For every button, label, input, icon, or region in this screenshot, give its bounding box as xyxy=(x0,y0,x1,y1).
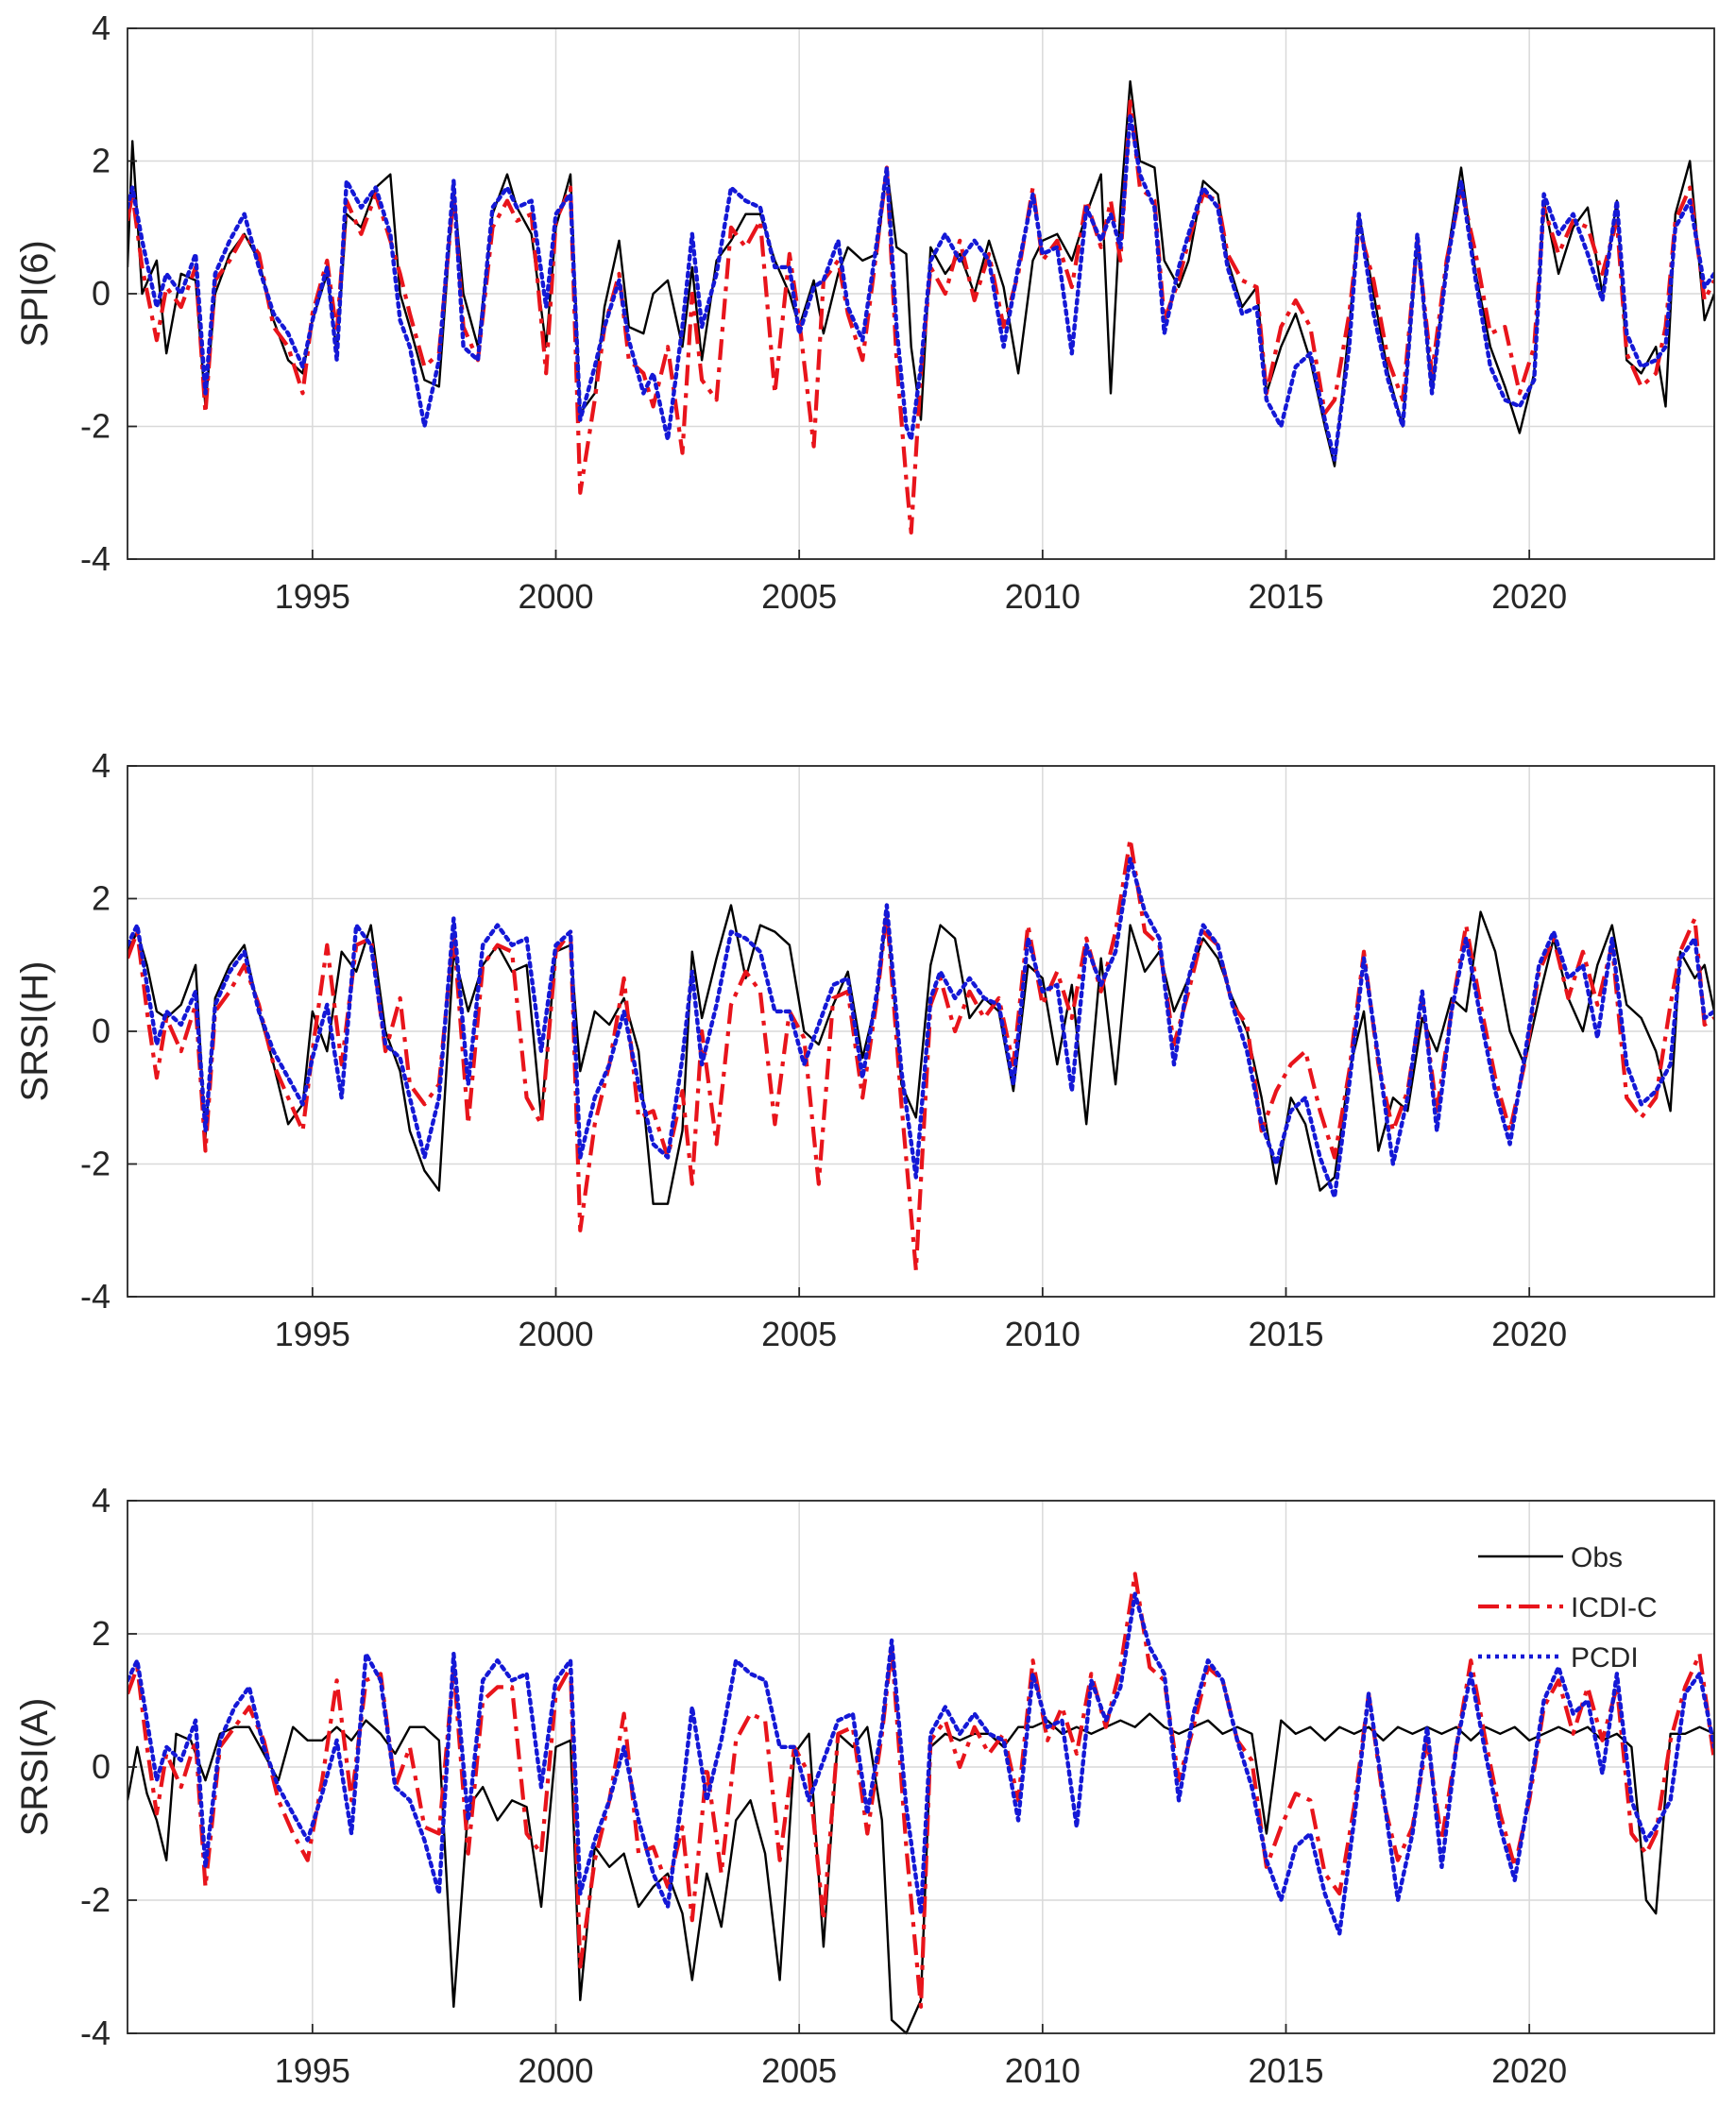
x-tick-label: 2015 xyxy=(1248,1315,1323,1353)
y-tick-label: -2 xyxy=(80,407,111,446)
legend: Obs ICDI-C PCDI xyxy=(1478,1542,1658,1674)
x-tick-label: 2010 xyxy=(1005,1315,1081,1353)
y-axis-label: SPI(6) xyxy=(14,240,56,347)
legend-label: PCDI xyxy=(1571,1642,1639,1674)
series-line-pcdi xyxy=(128,857,1714,1199)
x-tick-label: 1995 xyxy=(275,577,350,616)
y-axis-label: SRSI(H) xyxy=(14,961,56,1102)
series-line-icdi-c xyxy=(128,99,1714,535)
x-tick-label: 2005 xyxy=(761,1315,837,1353)
y-axis-label: SRSI(A) xyxy=(14,1698,56,1837)
x-tick-label: 1995 xyxy=(275,2051,350,2090)
x-tick-label: 2010 xyxy=(1005,2051,1081,2090)
y-tick-label: 4 xyxy=(92,1481,111,1520)
y-tick-label: 2 xyxy=(92,879,111,918)
y-tick-label: -4 xyxy=(80,539,111,578)
x-tick-label: 2005 xyxy=(761,2051,837,2090)
legend-label: Obs xyxy=(1571,1542,1623,1573)
chart-panel-3: 1995 2000 2005 2010 2015 2020 -4 -2 0 2 4 SRSI(A) Ob… xyxy=(14,1481,1715,2090)
y-tick-label: 2 xyxy=(92,1614,111,1653)
series-line-obs xyxy=(128,80,1714,467)
x-tick-label: 2020 xyxy=(1491,577,1567,616)
y-tick-label: 0 xyxy=(92,1011,111,1050)
y-tick-label: 4 xyxy=(92,8,111,47)
y-tick-label: 4 xyxy=(92,746,111,785)
y-tick-label: -4 xyxy=(80,2014,111,2052)
y-tick-label: 0 xyxy=(92,274,111,313)
chart-panel-1: 1995 2000 2005 2010 2015 2020 -4 -2 0 2 4 SPI(6) xyxy=(14,8,1715,616)
y-tick-label: -4 xyxy=(80,1277,111,1316)
chart-panel-2: 1995 2000 2005 2010 2015 2020 -4 -2 0 2 4 SRSI(H) xyxy=(14,746,1715,1353)
x-tick-label: 2015 xyxy=(1248,2051,1323,2090)
x-tick-label: 2020 xyxy=(1491,2051,1567,2090)
y-tick-label: -2 xyxy=(80,1145,111,1183)
x-tick-label: 2000 xyxy=(518,1315,593,1353)
x-tick-label: 2015 xyxy=(1248,577,1323,616)
series-line-icdi-c xyxy=(128,1572,1714,2009)
x-tick-label: 2020 xyxy=(1491,1315,1567,1353)
series-line-icdi-c xyxy=(128,837,1714,1272)
x-tick-label: 2000 xyxy=(518,2051,593,2090)
y-tick-label: -2 xyxy=(80,1880,111,1919)
x-tick-label: 2000 xyxy=(518,577,593,616)
legend-label: ICDI-C xyxy=(1571,1592,1658,1623)
y-tick-label: 2 xyxy=(92,142,111,180)
x-tick-label: 1995 xyxy=(275,1315,350,1353)
x-tick-label: 2005 xyxy=(761,577,837,616)
y-tick-label: 0 xyxy=(92,1747,111,1786)
series-line-pcdi xyxy=(128,112,1714,462)
x-tick-label: 2010 xyxy=(1005,577,1081,616)
series-line-pcdi xyxy=(128,1591,1714,1936)
